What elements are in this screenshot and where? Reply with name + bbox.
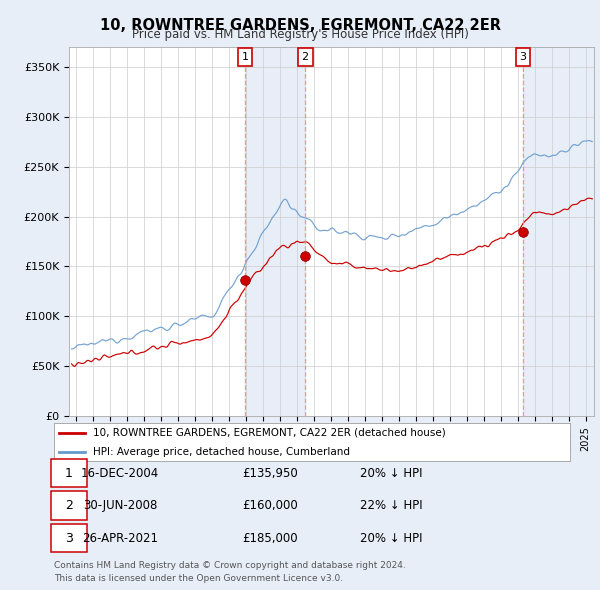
- Text: 20% ↓ HPI: 20% ↓ HPI: [360, 532, 422, 545]
- Text: £185,000: £185,000: [242, 532, 298, 545]
- Text: 2: 2: [302, 52, 309, 62]
- Text: 3: 3: [520, 52, 526, 62]
- Text: 30-JUN-2008: 30-JUN-2008: [83, 499, 157, 512]
- Text: 1: 1: [65, 467, 73, 480]
- Text: £135,950: £135,950: [242, 467, 298, 480]
- Text: 16-DEC-2004: 16-DEC-2004: [81, 467, 159, 480]
- Text: 1: 1: [242, 52, 248, 62]
- Text: £160,000: £160,000: [242, 499, 298, 512]
- Text: 26-APR-2021: 26-APR-2021: [82, 532, 158, 545]
- Text: 20% ↓ HPI: 20% ↓ HPI: [360, 467, 422, 480]
- Text: Price paid vs. HM Land Registry's House Price Index (HPI): Price paid vs. HM Land Registry's House …: [131, 28, 469, 41]
- Text: HPI: Average price, detached house, Cumberland: HPI: Average price, detached house, Cumb…: [92, 447, 350, 457]
- Text: Contains HM Land Registry data © Crown copyright and database right 2024.
This d: Contains HM Land Registry data © Crown c…: [54, 562, 406, 583]
- Text: 22% ↓ HPI: 22% ↓ HPI: [360, 499, 422, 512]
- Text: 10, ROWNTREE GARDENS, EGREMONT, CA22 2ER: 10, ROWNTREE GARDENS, EGREMONT, CA22 2ER: [100, 18, 500, 32]
- Text: 10, ROWNTREE GARDENS, EGREMONT, CA22 2ER (detached house): 10, ROWNTREE GARDENS, EGREMONT, CA22 2ER…: [92, 428, 445, 438]
- Bar: [245, 47, 305, 416]
- Bar: [523, 47, 594, 416]
- Text: 2: 2: [65, 499, 73, 512]
- Text: 3: 3: [65, 532, 73, 545]
